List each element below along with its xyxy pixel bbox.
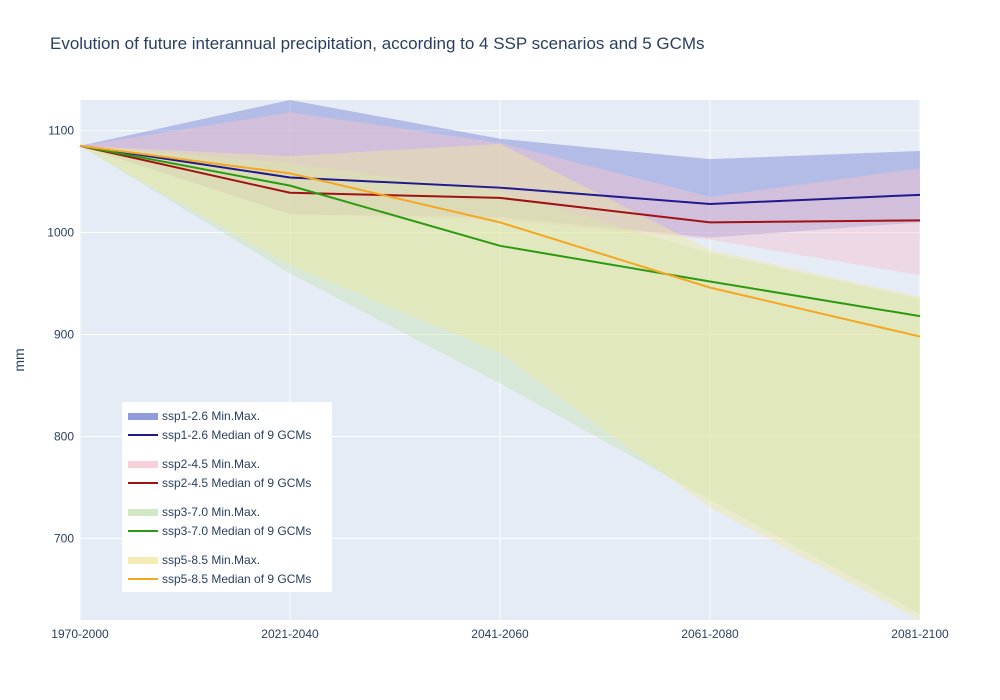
legend-median-label: ssp1-2.6 Median of 9 GCMs bbox=[162, 428, 311, 442]
legend-band-swatch bbox=[128, 557, 158, 564]
legend-band-label: ssp5-8.5 Min.Max. bbox=[162, 553, 260, 567]
y-axis-title: mm bbox=[11, 348, 27, 371]
chart-title: Evolution of future interannual precipit… bbox=[50, 34, 705, 53]
legend-band-label: ssp1-2.6 Min.Max. bbox=[162, 409, 260, 423]
axis-layer: 700 800 900 1000 1100 1970-2000 2021-2040 2041-… bbox=[47, 124, 949, 641]
legend[interactable]: ssp1-2.6 Min.Max. ssp1-2.6 Median of 9 GC… bbox=[122, 402, 332, 592]
legend-median-label: ssp3-7.0 Median of 9 GCMs bbox=[162, 524, 311, 538]
legend-band-swatch bbox=[128, 413, 158, 420]
legend-band-swatch bbox=[128, 509, 158, 516]
legend-band-label: ssp3-7.0 Min.Max. bbox=[162, 505, 260, 519]
median-line-ssp5-8.5 bbox=[79, 144, 921, 338]
legend-band-label: ssp2-4.5 Min.Max. bbox=[162, 457, 260, 471]
x-tick-label: 2061-2080 bbox=[681, 627, 739, 641]
y-tick-label: 1100 bbox=[48, 124, 74, 138]
median-line-ssp3-7.0 bbox=[79, 144, 921, 318]
line-layer bbox=[79, 144, 921, 338]
median-line-ssp1-2.6 bbox=[79, 144, 921, 206]
legend-band-swatch bbox=[128, 461, 158, 468]
y-tick-label: 1000 bbox=[47, 226, 74, 240]
legend-median-label: ssp2-4.5 Median of 9 GCMs bbox=[162, 476, 311, 490]
band-ssp5-8.5 bbox=[80, 143, 920, 620]
median-line-ssp2-4.5 bbox=[79, 144, 921, 224]
y-tick-label: 800 bbox=[54, 429, 74, 443]
legend-median-label: ssp5-8.5 Median of 9 GCMs bbox=[162, 572, 311, 586]
x-tick-label: 2021-2040 bbox=[261, 627, 319, 641]
grid-layer bbox=[79, 100, 921, 620]
y-tick-label: 900 bbox=[54, 328, 74, 342]
y-tick-label: 700 bbox=[54, 531, 74, 545]
band-ssp3-7.0 bbox=[80, 145, 920, 614]
x-tick-label: 2041-2060 bbox=[471, 627, 529, 641]
x-tick-label: 2081-2100 bbox=[891, 627, 949, 641]
band-layer bbox=[80, 100, 920, 620]
band-ssp2-4.5 bbox=[80, 112, 920, 276]
x-tick-label: 1970-2000 bbox=[51, 627, 109, 641]
